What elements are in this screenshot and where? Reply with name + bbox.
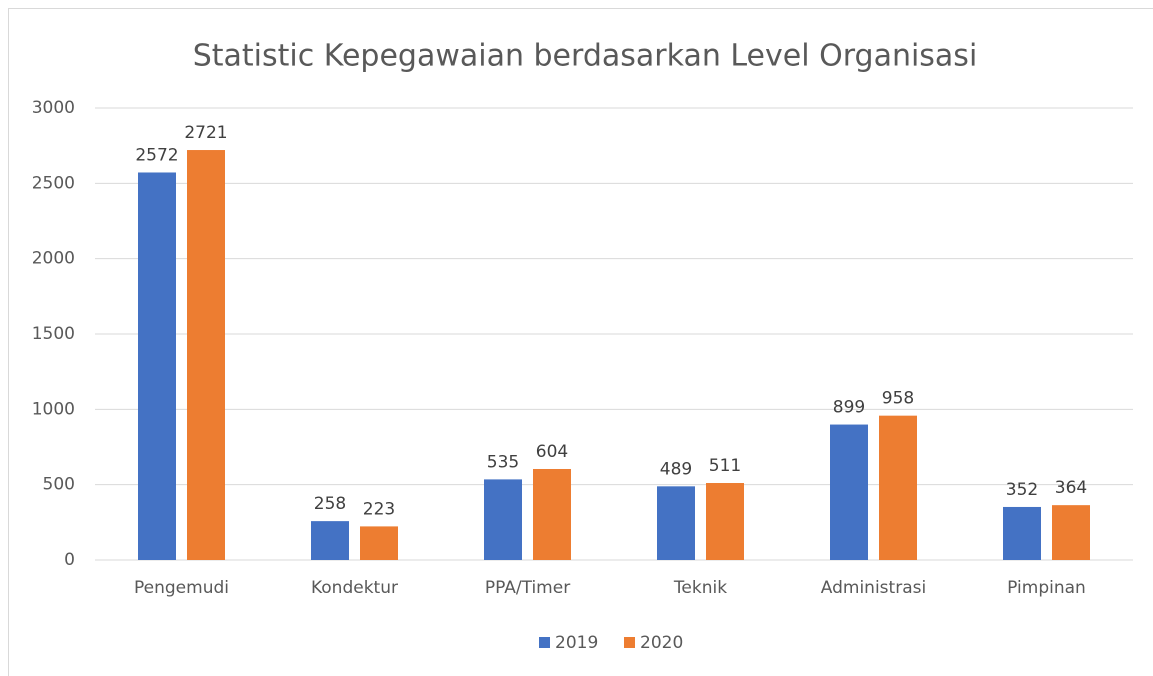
data-label: 604	[536, 442, 568, 462]
data-label: 958	[882, 389, 914, 409]
bar	[879, 415, 917, 560]
x-tick-label: Kondektur	[311, 578, 398, 598]
data-label: 258	[314, 494, 346, 514]
x-tick-label: PPA/Timer	[485, 578, 570, 598]
bar	[1003, 506, 1041, 560]
bar	[657, 486, 695, 560]
data-label: 899	[833, 398, 865, 418]
chart-frame	[8, 8, 1153, 676]
data-label: 511	[709, 456, 741, 476]
y-tick-label: 0	[64, 550, 75, 570]
y-tick-label: 1500	[32, 324, 75, 344]
data-label: 2721	[184, 123, 227, 143]
y-tick-label: 500	[43, 475, 75, 495]
x-tick-label: Pengemudi	[134, 578, 229, 598]
bar	[360, 526, 398, 560]
bar	[138, 172, 176, 560]
y-tick-label: 1000	[32, 399, 75, 419]
data-label: 364	[1055, 478, 1087, 498]
y-tick-label: 2500	[32, 173, 75, 193]
legend-swatch	[624, 637, 635, 648]
bar	[830, 424, 868, 560]
bar	[311, 521, 349, 560]
bar	[1052, 505, 1090, 560]
legend-label: 2020	[640, 633, 683, 653]
x-tick-label: Teknik	[673, 578, 727, 598]
x-tick-label: Administrasi	[821, 578, 926, 598]
data-label: 535	[487, 452, 519, 472]
x-tick-label: Pimpinan	[1007, 578, 1086, 598]
bar	[187, 150, 225, 560]
data-label: 352	[1006, 480, 1038, 500]
bar	[484, 479, 522, 560]
data-label: 489	[660, 459, 692, 479]
legend-swatch	[539, 637, 550, 648]
data-label: 223	[363, 499, 395, 519]
y-tick-label: 3000	[32, 98, 75, 118]
chart-title: Statistic Kepegawaian berdasarkan Level …	[193, 39, 978, 74]
bar	[706, 483, 744, 560]
data-label: 2572	[135, 145, 178, 165]
bar	[533, 468, 571, 560]
y-tick-label: 2000	[32, 249, 75, 269]
legend-label: 2019	[555, 633, 598, 653]
